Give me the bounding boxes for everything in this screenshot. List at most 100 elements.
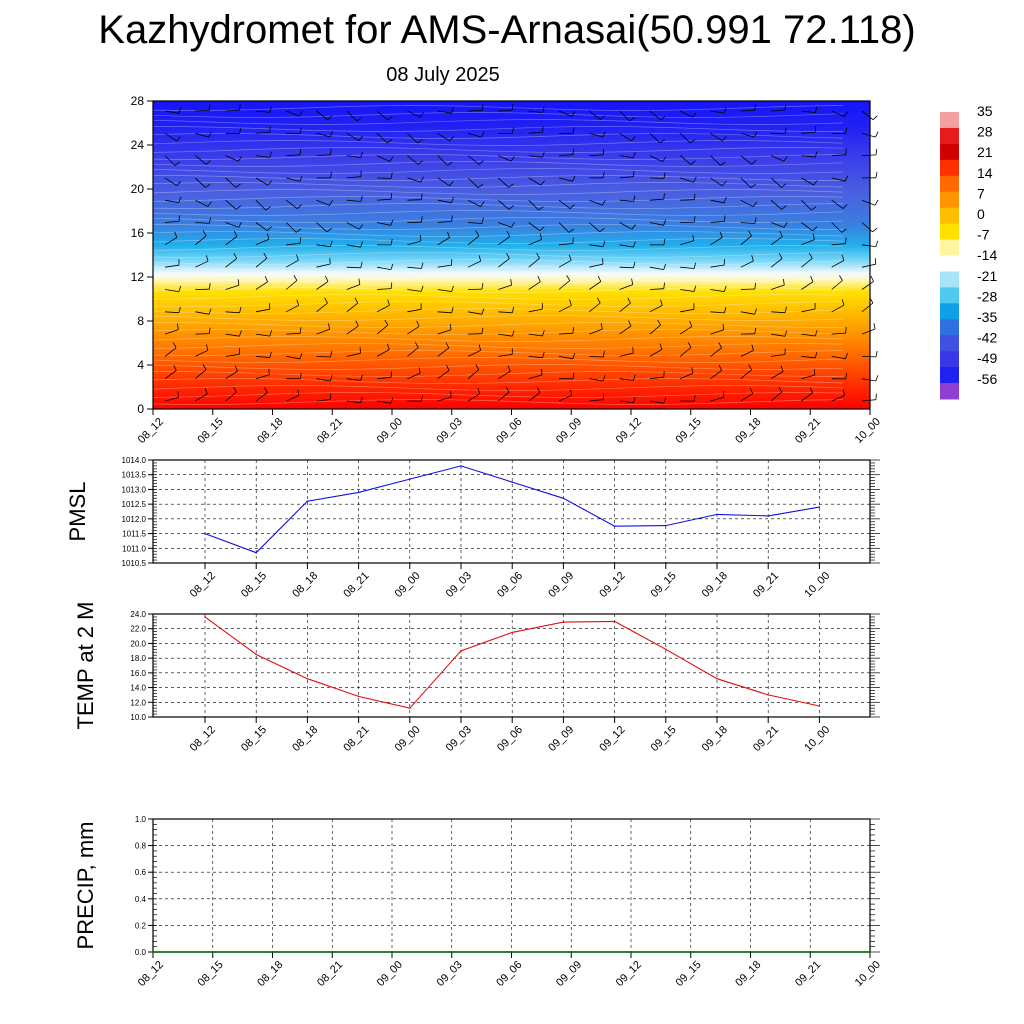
wind-barb-flag xyxy=(663,193,665,200)
data-point xyxy=(409,707,411,709)
wind-barb-flag xyxy=(690,139,696,144)
wind-barb-flag xyxy=(690,160,696,165)
wind-barb-flag xyxy=(417,139,423,144)
wind-barb xyxy=(255,239,269,246)
wind-barb xyxy=(831,222,842,233)
wind-barb xyxy=(801,239,815,246)
wind-barb xyxy=(589,281,602,290)
wind-barb-flag xyxy=(572,352,576,359)
data-point xyxy=(331,951,334,953)
wind-barb xyxy=(285,199,298,210)
colorbar-swatch xyxy=(940,335,959,352)
wind-barb xyxy=(649,177,664,179)
data-point xyxy=(767,515,769,517)
wind-barb-flag xyxy=(298,110,303,117)
wind-barb xyxy=(558,199,571,210)
wind-barb xyxy=(861,199,876,206)
wind-barb xyxy=(619,284,633,290)
wind-barb-flag xyxy=(478,160,484,165)
wind-barb xyxy=(437,396,452,402)
data-point xyxy=(255,551,257,554)
wind-barb-flag xyxy=(778,253,783,259)
contour-line xyxy=(152,336,844,342)
wind-barb xyxy=(376,304,390,313)
wind-barb-flag xyxy=(875,350,878,357)
contour-line xyxy=(152,357,844,363)
wind-barb-flag xyxy=(477,183,484,189)
xtick-label: 08_18 xyxy=(255,959,285,989)
wind-barb xyxy=(710,370,722,380)
wind-barb-flag xyxy=(570,389,573,396)
wind-barb xyxy=(498,236,510,246)
y-axis-title: PRECIP, mm xyxy=(73,822,98,950)
contour-line xyxy=(152,315,844,321)
wind-barb-flag xyxy=(659,138,666,144)
wind-barb xyxy=(710,110,725,114)
wind-barb xyxy=(619,352,634,357)
wind-barb xyxy=(679,155,692,165)
wind-barb-flag xyxy=(660,299,663,306)
wind-barb-flag xyxy=(419,112,424,118)
wind-barb-flag xyxy=(596,297,601,304)
wind-barb-flag xyxy=(417,160,424,165)
data-point xyxy=(460,650,462,652)
wind-barb-flag xyxy=(693,285,697,292)
contour-line xyxy=(152,224,844,230)
wind-barb-flag xyxy=(174,231,178,238)
contour-line xyxy=(152,308,844,314)
wind-barb-flag xyxy=(202,230,207,237)
wind-barb xyxy=(558,259,572,268)
xtick-label: 10_00 xyxy=(802,570,832,600)
wind-barb xyxy=(225,258,237,268)
wind-barb xyxy=(861,302,874,313)
wind-barb xyxy=(437,347,450,357)
ytick-label: 1011.5 xyxy=(122,530,146,539)
wind-barb xyxy=(589,328,603,335)
wind-barb xyxy=(316,244,331,247)
wind-barb xyxy=(619,302,631,313)
wind-barb xyxy=(589,244,604,247)
wind-barb-flag xyxy=(784,330,788,337)
wind-barb-flag xyxy=(538,206,544,211)
colorbar-label: 0 xyxy=(977,206,985,222)
wind-barb xyxy=(589,199,603,206)
wind-barb-flag xyxy=(812,233,815,240)
wind-barb-flag xyxy=(748,230,752,237)
wind-barb-flag xyxy=(481,327,484,334)
wind-barb xyxy=(740,369,752,380)
heatmap-xtick-label: 09_06 xyxy=(494,416,524,446)
wind-barb xyxy=(528,177,541,186)
data-point xyxy=(690,951,692,953)
wind-barb-flag xyxy=(542,126,544,133)
wind-barb xyxy=(316,263,331,268)
wind-barb xyxy=(649,305,663,313)
data-point xyxy=(409,478,411,480)
wind-barb xyxy=(255,222,268,232)
wind-barb-flag xyxy=(663,238,666,245)
wind-barb-flag xyxy=(390,263,394,270)
wind-barb-flag xyxy=(477,387,481,394)
wind-barb xyxy=(710,289,725,292)
data-point xyxy=(613,620,616,623)
data-point xyxy=(511,631,513,634)
wind-barb-flag xyxy=(481,104,484,111)
colorbar-label: 35 xyxy=(977,103,993,119)
wind-barb-flag xyxy=(510,155,515,162)
wind-barb-flag xyxy=(356,117,362,122)
wind-barb-flag xyxy=(875,393,877,400)
wind-barb xyxy=(164,132,177,142)
contour-line xyxy=(152,343,844,349)
wind-barb-flag xyxy=(505,386,510,393)
xtick-label: 09_12 xyxy=(597,724,627,754)
wind-barb-flag xyxy=(875,240,879,247)
wind-barb xyxy=(649,133,661,144)
ytick-label: 18.0 xyxy=(130,654,146,663)
wind-barb-flag xyxy=(572,127,575,134)
contour-line xyxy=(152,266,844,272)
wind-barb-flag xyxy=(723,107,727,114)
wind-barb xyxy=(286,395,300,402)
wind-barb-flag xyxy=(602,351,605,358)
wind-barb xyxy=(649,198,664,201)
wind-barb xyxy=(437,110,452,114)
